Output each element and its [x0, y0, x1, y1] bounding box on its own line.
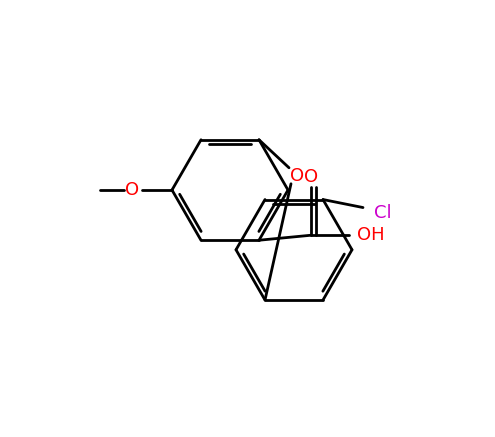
Text: Cl: Cl	[374, 204, 392, 222]
Text: O: O	[125, 181, 139, 199]
Text: OH: OH	[357, 226, 385, 244]
Text: O: O	[304, 168, 318, 186]
Text: O: O	[290, 167, 304, 185]
